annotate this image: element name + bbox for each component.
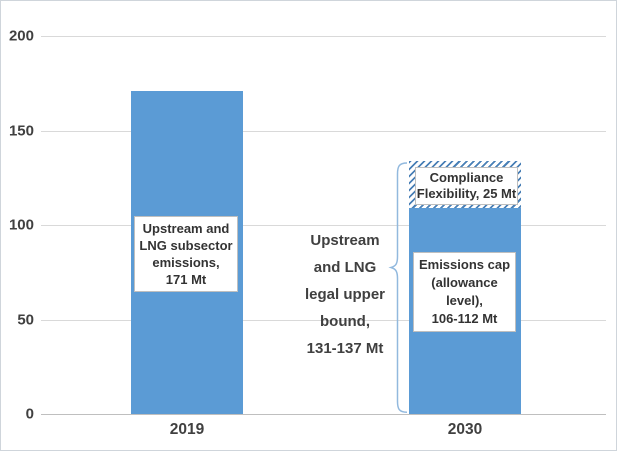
gridline-50 [41,319,606,321]
x-axis-line [41,414,606,415]
annotation-line: 131-137 Mt [306,340,384,357]
curly-brace [388,161,408,413]
y-axis-tick-label: 150 [8,122,34,139]
y-axis-tick-label: 0 [25,405,34,423]
x-axis-label-2030: 2030 [447,421,483,438]
annotation-line: legal upper [304,286,386,303]
x-axis-label-2019: 2019 [169,421,205,438]
legal-upper-bound-annotation: Upstream and LNG legal upper bound, 131-… [285,227,405,362]
annotation-line: and LNG [313,259,377,276]
label-line: Upstream and [142,221,230,236]
annotation-line: bound, [320,313,370,330]
label-line: 106-112 Mt [431,311,498,326]
label-line: Compliance [429,170,504,185]
gridline-150 [41,130,606,132]
label-line: (allowance level), [431,275,498,308]
gridline-100 [41,225,606,226]
label-box-2019-emissions: Upstream and LNG subsector emissions, 17… [134,216,238,292]
label-line: 171 Mt [165,272,207,287]
curly-brace-path [388,161,408,413]
y-axis-tick-label: 50 [17,311,34,328]
label-line: Emissions cap [418,257,511,272]
gridline-200 [41,36,606,37]
y-axis-tick-label: 100 [8,216,34,234]
label-line: emissions, [152,255,220,270]
annotation-line: Upstream [310,232,380,249]
label-box-compliance-flexibility: Compliance Flexibility, 25 Mt [415,167,518,205]
label-box-emissions-cap: Emissions cap (allowance level), 106-112… [413,252,516,332]
label-line: LNG subsector [139,238,233,253]
label-line: Flexibility, 25 Mt [416,186,517,201]
y-axis-tick-label: 200 [8,27,34,45]
